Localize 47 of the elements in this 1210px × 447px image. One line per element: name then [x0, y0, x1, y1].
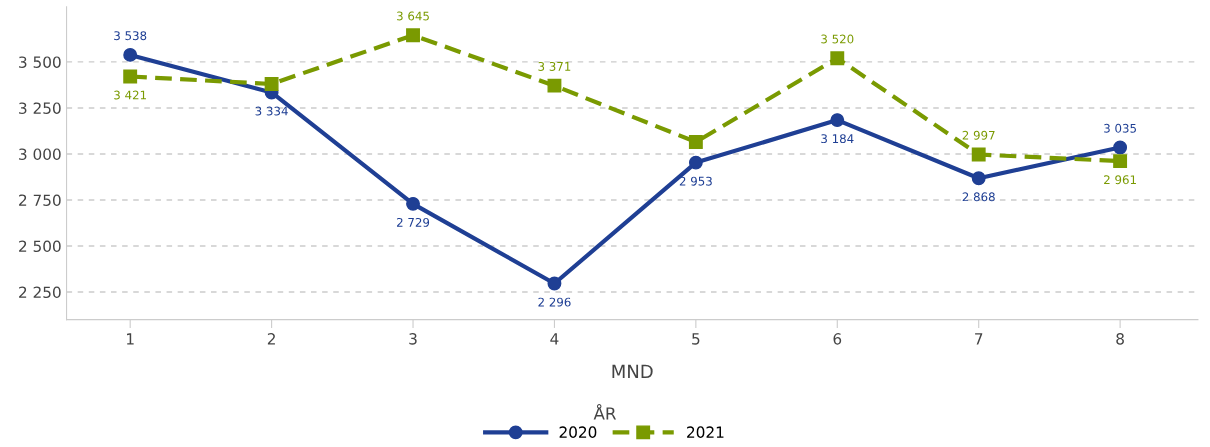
data-label: 2 953	[679, 176, 712, 186]
legend-label: 2021	[687, 426, 724, 438]
data-label: 3 371	[538, 61, 571, 71]
point	[971, 147, 986, 162]
y-tick-label: 2 500	[19, 240, 61, 252]
data-label: 2 868	[962, 192, 995, 202]
point	[830, 113, 845, 128]
y-tick-label: 2 750	[19, 194, 61, 206]
point	[1113, 154, 1128, 169]
point	[406, 196, 420, 211]
data-label: 3 421	[114, 90, 146, 100]
y-tick-label: 3 500	[19, 56, 61, 68]
x-tick-label: 1	[127, 333, 134, 345]
point	[406, 28, 420, 43]
x-tick-label: 6	[833, 333, 842, 345]
point	[1113, 140, 1128, 155]
point	[830, 51, 845, 66]
x-tick-label: 4	[550, 333, 559, 345]
y-tick-label: 3 000	[19, 148, 61, 160]
data-label: 3 538	[114, 31, 147, 41]
point	[547, 78, 562, 93]
x-axis-title: MND	[612, 364, 653, 378]
point	[264, 77, 279, 91]
point	[547, 276, 562, 291]
data-label: 2 296	[538, 297, 571, 307]
data-label: 3 184	[821, 134, 854, 144]
data-label: 2 961	[1104, 175, 1136, 185]
data-label: 2 729	[396, 217, 430, 227]
point	[688, 135, 703, 149]
y-tick-label: 3 250	[19, 102, 61, 114]
data-label: 3 520	[821, 34, 854, 44]
point	[688, 155, 703, 170]
point	[123, 69, 138, 84]
data-label: 3 035	[1104, 123, 1136, 133]
point	[123, 47, 138, 62]
data-label: 3 334	[255, 106, 288, 116]
legend-title: ÅR	[593, 404, 617, 420]
x-tick-label: 8	[1116, 333, 1124, 345]
point	[971, 171, 986, 186]
x-tick-label: 5	[692, 333, 700, 345]
x-tick-label: 2	[267, 333, 275, 345]
x-tick-label: 7	[975, 333, 983, 345]
y-tick-label: 2 250	[19, 286, 61, 299]
data-label: 3 645	[397, 11, 429, 21]
legend-label: 2020	[559, 426, 597, 438]
data-label: 2 997	[962, 130, 995, 140]
x-tick-label: 3	[409, 333, 417, 345]
